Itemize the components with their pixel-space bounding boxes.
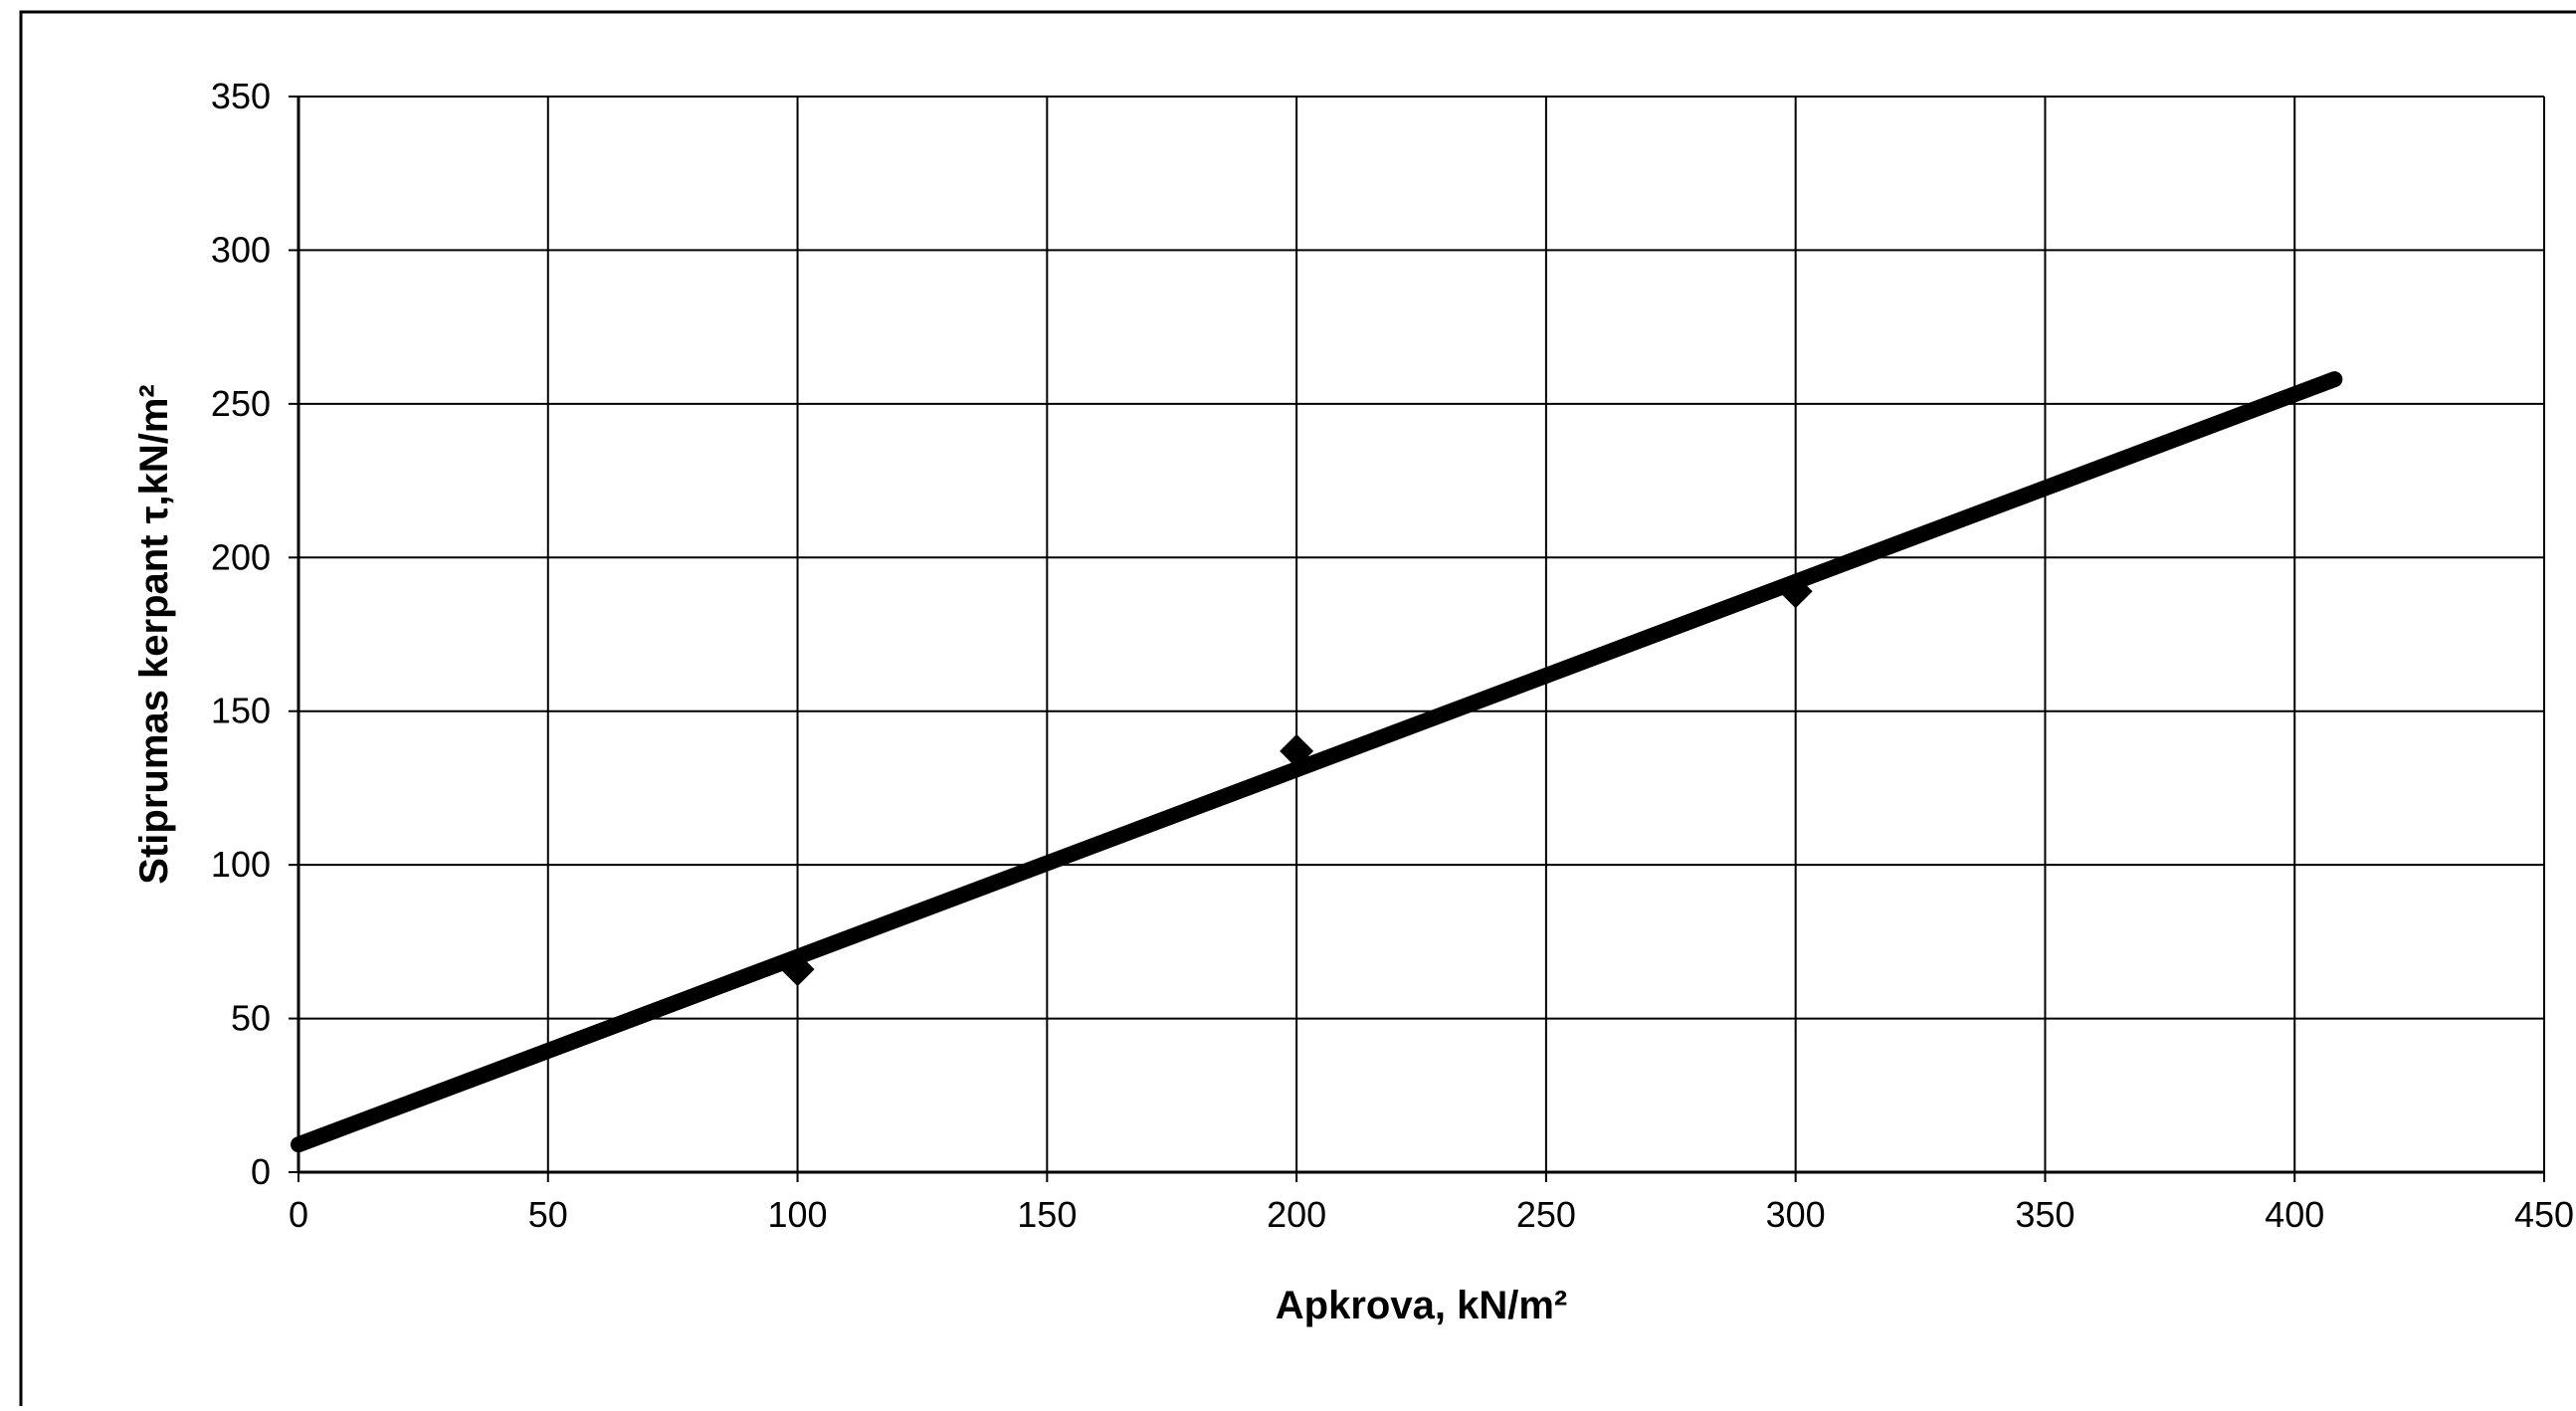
y-tick-label: 350 — [211, 76, 271, 116]
x-tick-label: 100 — [768, 1194, 828, 1235]
y-tick-label: 200 — [211, 536, 271, 577]
x-tick-label: 0 — [289, 1194, 308, 1235]
tick-labels: 0 50 100 150 200 250 300 350 400 450 0 50 100 150 200 2… — [211, 76, 2574, 1235]
x-tick-label: 450 — [2514, 1194, 2574, 1235]
x-tick-label: 250 — [1516, 1194, 1576, 1235]
x-tick-label: 300 — [1766, 1194, 1826, 1235]
y-tick-label: 150 — [211, 691, 271, 731]
data-point-marker — [1778, 574, 1813, 609]
y-tick-label: 250 — [211, 383, 271, 424]
data-series — [291, 371, 2343, 1153]
y-axis-title: Stiprumas kerpant τ,kN/m² — [132, 384, 176, 884]
axes — [289, 96, 2545, 1182]
data-point-marker — [780, 952, 815, 987]
x-tick-label: 200 — [1267, 1194, 1326, 1235]
y-tick-label: 0 — [251, 1151, 271, 1192]
y-tick-label: 50 — [231, 998, 271, 1039]
x-tick-label: 350 — [2015, 1194, 2075, 1235]
x-tick-label: 50 — [528, 1194, 568, 1235]
x-tick-label: 150 — [1017, 1194, 1077, 1235]
x-tick-label: 400 — [2265, 1194, 2324, 1235]
trendline — [291, 371, 2343, 1153]
gridlines — [298, 96, 2545, 1172]
x-axis-title: Apkrova, kN/m² — [1276, 1284, 1567, 1327]
y-tick-label: 300 — [211, 229, 271, 270]
data-point-marker — [1280, 733, 1314, 768]
y-tick-label: 100 — [211, 844, 271, 885]
